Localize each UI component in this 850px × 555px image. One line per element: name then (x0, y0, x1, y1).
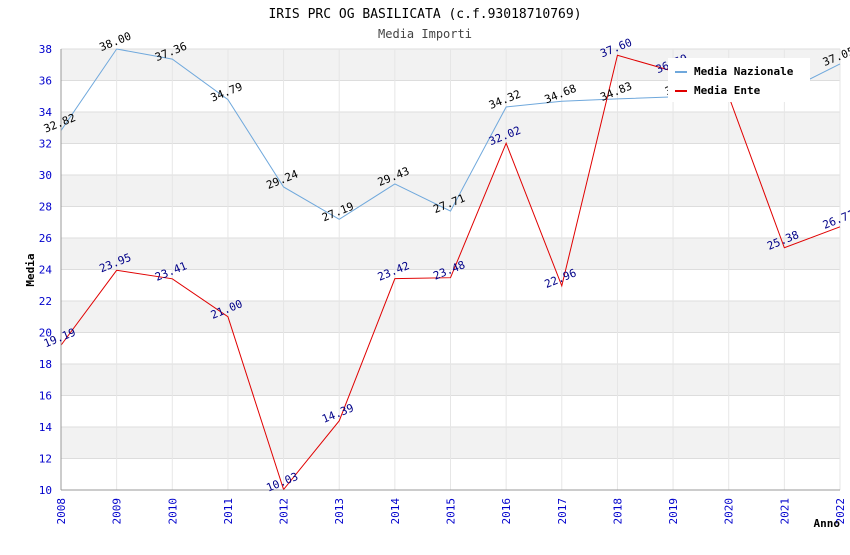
x-tick-label: 2012 (278, 498, 291, 525)
y-tick-label: 16 (39, 390, 52, 403)
x-tick-label: 2013 (333, 498, 346, 525)
x-tick-label: 2014 (389, 498, 402, 525)
x-tick-label: 2011 (222, 498, 235, 525)
legend-background (668, 58, 810, 102)
x-tick-label: 2008 (55, 498, 68, 525)
y-tick-label: 10 (39, 484, 52, 497)
y-tick-label: 30 (39, 169, 52, 182)
chart-subtitle: Media Importi (378, 27, 472, 41)
y-tick-label: 18 (39, 358, 52, 371)
y-tick-label: 22 (39, 295, 52, 308)
y-tick-label: 20 (39, 327, 52, 340)
x-tick-label: 2015 (445, 498, 458, 525)
x-tick-label: 2021 (778, 498, 791, 525)
y-tick-label: 34 (39, 106, 53, 119)
y-tick-label: 32 (39, 138, 52, 151)
x-tick-label: 2017 (556, 498, 569, 525)
grid-bands (60, 48, 841, 491)
y-tick-label: 38 (39, 43, 52, 56)
y-tick-label: 26 (39, 232, 52, 245)
y-tick-label: 12 (39, 453, 52, 466)
y-tick-label: 36 (39, 75, 52, 88)
x-tick-label: 2016 (500, 498, 513, 525)
x-tick-label: 2022 (834, 498, 847, 525)
y-tick-label: 24 (39, 264, 53, 277)
x-tick-label: 2018 (611, 498, 624, 525)
legend-label-ente: Media Ente (694, 84, 761, 97)
x-tick-label: 2010 (166, 498, 179, 525)
chart-title: IRIS PRC OG BASILICATA (c.f.93018710769) (268, 7, 581, 22)
x-tick-label: 2009 (111, 498, 124, 525)
x-tick-label: 2019 (667, 498, 680, 525)
legend-label-nazionale: Media Nazionale (694, 65, 794, 78)
y-tick-label: 28 (39, 201, 52, 214)
y-axis-label: Media (24, 253, 37, 286)
legend: Media Nazionale Media Ente (668, 58, 810, 102)
y-tick-label: 14 (39, 421, 53, 434)
x-tick-label: 2020 (723, 498, 736, 525)
x-axis-label: Anno (814, 517, 841, 530)
